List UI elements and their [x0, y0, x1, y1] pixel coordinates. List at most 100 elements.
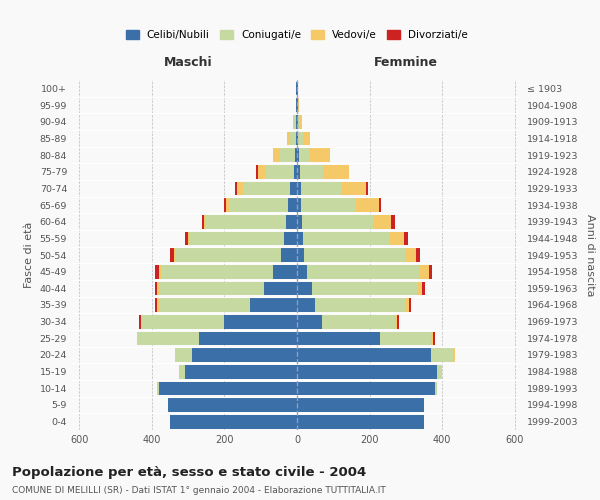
Bar [297, 332, 380, 345]
Bar [297, 115, 298, 128]
Bar [230, 198, 288, 212]
Bar [155, 298, 157, 312]
Bar [298, 132, 303, 145]
Bar [297, 415, 424, 428]
Bar [137, 332, 199, 345]
Bar [297, 198, 301, 212]
Bar [311, 282, 417, 295]
Bar [390, 232, 404, 245]
Bar [419, 265, 429, 278]
Bar [297, 265, 307, 278]
Bar [297, 348, 431, 362]
Bar [237, 182, 242, 195]
Bar [157, 282, 159, 295]
Bar [303, 232, 390, 245]
Bar [286, 215, 297, 228]
Text: Maschi: Maschi [164, 56, 212, 70]
Bar [310, 148, 329, 162]
Text: COMUNE DI MELILLI (SR) - Dati ISTAT 1° gennaio 2004 - Elaborazione TUTTITALIA.IT: COMUNE DI MELILLI (SR) - Dati ISTAT 1° g… [12, 486, 386, 495]
Bar [422, 282, 425, 295]
Bar [155, 265, 159, 278]
Bar [417, 282, 422, 295]
Bar [297, 365, 437, 378]
Bar [190, 232, 284, 245]
Bar [159, 382, 297, 395]
Bar [302, 215, 373, 228]
Bar [280, 148, 295, 162]
Bar [297, 98, 298, 112]
Legend: Celibi/Nubili, Coniugati/e, Vedovi/e, Divorziati/e: Celibi/Nubili, Coniugati/e, Vedovi/e, Di… [122, 26, 472, 44]
Bar [188, 232, 190, 245]
Bar [297, 215, 302, 228]
Bar [159, 298, 250, 312]
Bar [296, 132, 297, 145]
Bar [256, 165, 258, 178]
Bar [297, 282, 311, 295]
Bar [175, 348, 192, 362]
Bar [296, 115, 297, 128]
Bar [159, 282, 265, 295]
Bar [294, 165, 297, 178]
Bar [297, 398, 424, 412]
Bar [405, 248, 416, 262]
Bar [297, 232, 303, 245]
Bar [224, 198, 226, 212]
Bar [397, 315, 398, 328]
Bar [429, 265, 433, 278]
Bar [409, 298, 410, 312]
Bar [258, 165, 265, 178]
Bar [157, 382, 159, 395]
Bar [304, 248, 405, 262]
Bar [431, 348, 453, 362]
Bar [322, 315, 395, 328]
Bar [205, 215, 206, 228]
Bar [297, 165, 300, 178]
Bar [179, 365, 185, 378]
Bar [288, 198, 297, 212]
Bar [297, 148, 299, 162]
Bar [185, 365, 297, 378]
Bar [206, 215, 286, 228]
Bar [170, 415, 297, 428]
Bar [226, 198, 230, 212]
Bar [395, 315, 397, 328]
Bar [299, 148, 310, 162]
Bar [273, 148, 280, 162]
Bar [453, 348, 455, 362]
Bar [380, 332, 431, 345]
Text: Femmine: Femmine [374, 56, 438, 70]
Bar [274, 265, 297, 278]
Bar [307, 265, 419, 278]
Bar [416, 248, 419, 262]
Bar [297, 82, 298, 95]
Bar [242, 182, 290, 195]
Bar [298, 115, 300, 128]
Bar [168, 398, 297, 412]
Bar [297, 132, 298, 145]
Bar [300, 165, 323, 178]
Bar [297, 248, 304, 262]
Bar [281, 248, 297, 262]
Bar [437, 365, 442, 378]
Bar [341, 182, 366, 195]
Bar [297, 382, 435, 395]
Bar [161, 265, 274, 278]
Y-axis label: Fasce di età: Fasce di età [24, 222, 34, 288]
Bar [290, 182, 297, 195]
Bar [250, 298, 297, 312]
Bar [297, 298, 315, 312]
Bar [379, 198, 381, 212]
Bar [175, 248, 281, 262]
Bar [298, 98, 299, 112]
Bar [293, 115, 294, 128]
Bar [300, 115, 302, 128]
Bar [157, 298, 159, 312]
Text: Popolazione per età, sesso e stato civile - 2004: Popolazione per età, sesso e stato civil… [12, 466, 366, 479]
Bar [185, 232, 188, 245]
Bar [284, 232, 297, 245]
Bar [139, 315, 141, 328]
Bar [296, 82, 297, 95]
Bar [406, 298, 409, 312]
Bar [192, 348, 297, 362]
Bar [323, 165, 349, 178]
